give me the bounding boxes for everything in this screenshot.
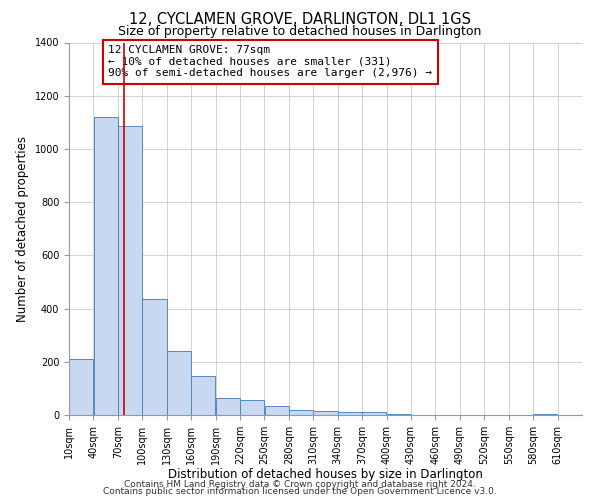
Bar	[289, 410, 313, 415]
X-axis label: Distribution of detached houses by size in Darlington: Distribution of detached houses by size …	[168, 468, 483, 481]
Bar	[142, 300, 167, 415]
Text: Size of property relative to detached houses in Darlington: Size of property relative to detached ho…	[118, 25, 482, 38]
Bar	[69, 359, 94, 415]
Bar	[533, 414, 557, 415]
Bar	[240, 400, 265, 415]
Bar	[215, 398, 240, 415]
Text: 12 CYCLAMEN GROVE: 77sqm
← 10% of detached houses are smaller (331)
90% of semi-: 12 CYCLAMEN GROVE: 77sqm ← 10% of detach…	[108, 45, 432, 78]
Y-axis label: Number of detached properties: Number of detached properties	[16, 136, 29, 322]
Text: 12, CYCLAMEN GROVE, DARLINGTON, DL1 1GS: 12, CYCLAMEN GROVE, DARLINGTON, DL1 1GS	[129, 12, 471, 28]
Bar	[265, 406, 289, 415]
Bar	[338, 412, 362, 415]
Bar	[313, 411, 338, 415]
Bar	[167, 351, 191, 415]
Bar	[94, 117, 118, 415]
Bar	[191, 376, 215, 415]
Bar	[362, 412, 386, 415]
Bar	[386, 414, 411, 415]
Text: Contains public sector information licensed under the Open Government Licence v3: Contains public sector information licen…	[103, 487, 497, 496]
Bar	[118, 126, 142, 415]
Text: Contains HM Land Registry data © Crown copyright and database right 2024.: Contains HM Land Registry data © Crown c…	[124, 480, 476, 489]
